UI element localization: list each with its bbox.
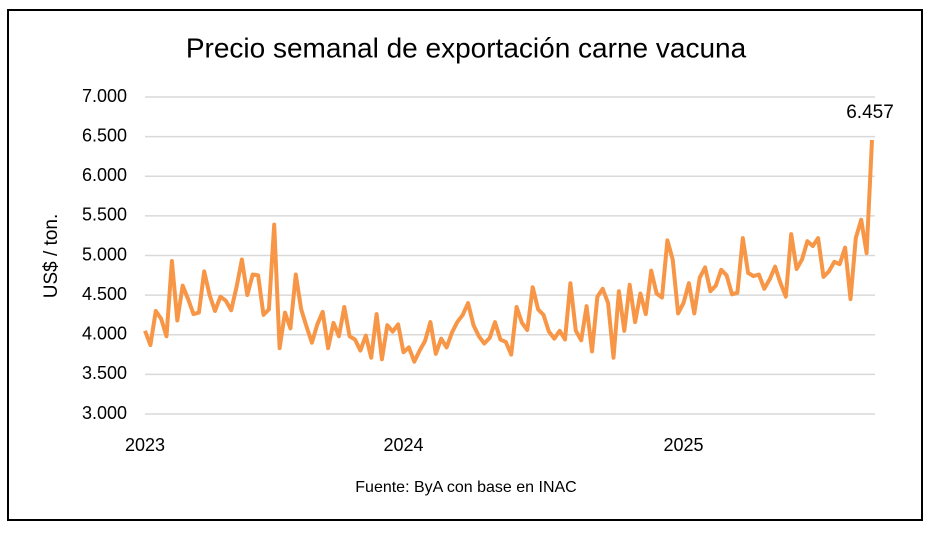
chart-title: Precio semanal de exportación carne vacu… — [186, 32, 747, 63]
x-tick-label: 2024 — [383, 435, 423, 455]
y-tick-label: 6.500 — [82, 125, 127, 145]
y-tick-label: 6.000 — [82, 165, 127, 185]
y-tick-label: 4.000 — [82, 324, 127, 344]
data-label: 6.457 — [846, 102, 894, 123]
x-tick-label: 2023 — [125, 435, 165, 455]
chart-border — [7, 9, 923, 521]
y-tick-label: 3.000 — [82, 403, 127, 423]
source-note: Fuente: ByA con base en INAC — [355, 479, 576, 496]
line-series — [143, 139, 874, 364]
y-tick-label: 5.000 — [82, 244, 127, 264]
y-tick-label: 4.500 — [82, 284, 127, 304]
y-tick-label: 3.500 — [82, 363, 127, 383]
x-tick-label: 2025 — [663, 435, 703, 455]
y-tick-label: 5.500 — [82, 205, 127, 225]
y-axis-label: US$ / ton. — [41, 214, 62, 299]
y-tick-label: 7.000 — [82, 86, 127, 106]
